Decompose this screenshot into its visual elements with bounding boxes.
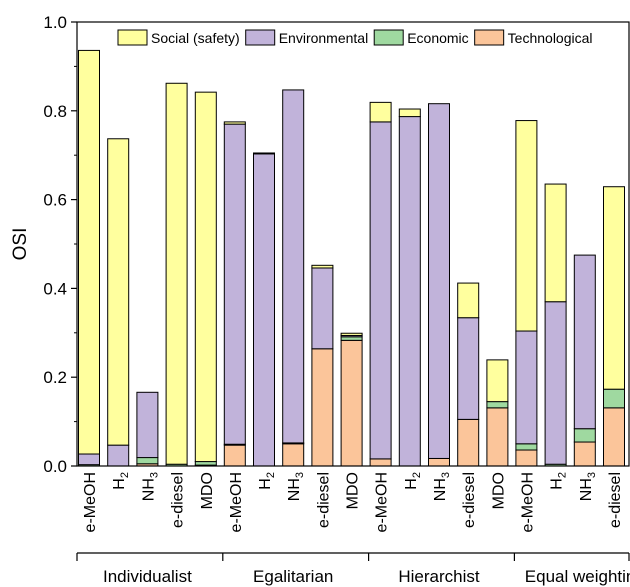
x-tick-label: e-diesel <box>170 472 187 528</box>
legend: Social (safety) Environmental Economic Tech… <box>117 29 593 46</box>
bar-segment-technological <box>223 444 246 467</box>
plot-frame <box>76 21 630 467</box>
legend-label-environmental: Environmental <box>279 30 369 46</box>
bar-segment-technological <box>515 449 538 467</box>
bar-segment-social-safety- <box>603 186 625 390</box>
legend-swatch-environmental <box>245 29 276 46</box>
x-tick-label: H2 <box>111 472 131 490</box>
x-tick-label: e-MeOH <box>374 472 391 532</box>
y-tick-label: 0.2 <box>43 368 67 387</box>
bar-segment-social-safety- <box>340 332 363 336</box>
bar-segment-technological <box>486 407 509 467</box>
bar-segment-technological <box>573 441 596 467</box>
x-tick-label: NH3 <box>286 472 306 501</box>
bar-segment-environmental <box>369 121 392 460</box>
bar-segment-social-safety- <box>194 91 217 463</box>
bar-segment-technological <box>282 443 305 467</box>
bar-segment-social-safety- <box>486 359 509 403</box>
y-tick-label: 0.4 <box>43 279 67 298</box>
y-tick-label: 0.8 <box>43 102 67 121</box>
bar-segment-environmental <box>223 123 246 445</box>
x-tick-label: NH3 <box>140 472 160 501</box>
bar-segment-social-safety- <box>544 183 567 303</box>
bar-segment-economic <box>573 428 596 443</box>
bar-segment-social-safety- <box>398 108 421 118</box>
bar-segment-economic <box>340 336 363 341</box>
bar-segment-environmental <box>253 153 275 467</box>
bar-segment-economic <box>486 401 509 409</box>
bar-segment-social-safety- <box>107 138 130 446</box>
bar-segment-social-safety- <box>457 282 480 319</box>
x-tick-label: H2 <box>403 472 423 490</box>
bar-segment-economic <box>194 461 217 466</box>
bar-segment-technological <box>369 458 392 467</box>
bar-segment-technological <box>603 407 625 467</box>
y-axis-label: OSI <box>10 228 31 261</box>
bar-segment-social-safety- <box>223 121 246 125</box>
group-label: Hierarchist <box>398 567 480 586</box>
bar-segment-social-safety- <box>165 82 188 465</box>
x-tick-label: e-diesel <box>461 472 478 528</box>
legend-swatch-economic <box>373 29 404 46</box>
bar-segment-environmental <box>282 89 305 444</box>
legend-label-social-safety: Social (safety) <box>151 30 240 46</box>
bar-segment-environmental <box>136 391 159 459</box>
bars-layer <box>78 49 625 467</box>
legend-swatch-social-safety <box>117 29 148 46</box>
legend-label-technological: Technological <box>508 30 593 46</box>
x-tick-label: e-MeOH <box>228 472 245 532</box>
bar-segment-social-safety- <box>253 152 275 155</box>
bar-segment-social-safety- <box>311 264 334 269</box>
bar-segment-social-safety- <box>78 49 100 455</box>
x-tick-label: e-MeOH <box>519 472 536 532</box>
bar-segment-technological <box>340 339 363 467</box>
bar-segment-economic <box>603 388 625 409</box>
bar-segment-environmental <box>457 317 480 420</box>
bar-segment-environmental <box>398 116 421 467</box>
group-label: Egalitarian <box>253 567 333 586</box>
x-tick-label: H2 <box>549 472 569 490</box>
bar-segment-environmental <box>515 330 538 445</box>
bar-segment-environmental <box>78 453 100 466</box>
bar-segment-technological <box>457 418 480 467</box>
bar-segment-economic <box>136 457 159 465</box>
x-tick-label: NH3 <box>432 472 452 501</box>
x-tick-label: MDO <box>199 472 216 509</box>
bar-segment-environmental <box>107 444 130 467</box>
bar-segment-social-safety- <box>515 120 538 332</box>
y-tick-label: 0.0 <box>43 457 67 476</box>
x-tick-label: H2 <box>257 472 277 490</box>
y-tick-label: 0.6 <box>43 191 67 210</box>
x-tick-label: NH3 <box>578 472 598 501</box>
x-tick-label: e-diesel <box>315 472 332 528</box>
x-tick-label: MDO <box>490 472 507 509</box>
frame-layer <box>76 21 630 561</box>
y-tick-label: 1.0 <box>43 13 67 32</box>
bar-segment-technological <box>428 457 450 467</box>
labels-layer: e-MeOH H2 NH3 e-diesel MDO e-MeOH H2 NH3 e-diese… <box>82 472 630 586</box>
bar-segment-social-safety- <box>369 101 392 123</box>
group-label: Individualist <box>103 567 192 586</box>
legend-label-economic: Economic <box>407 30 468 46</box>
x-tick-label: e-MeOH <box>82 472 99 532</box>
axes-layer: 0.0 0.2 0.4 0.6 0.8 1.0 OSI <box>10 13 77 476</box>
bar-segment-environmental <box>573 254 596 430</box>
x-tick-label: e-diesel <box>607 472 624 528</box>
bar-segment-technological <box>311 348 334 467</box>
legend-swatch-technological <box>474 29 505 46</box>
x-tick-label: MDO <box>345 472 362 509</box>
bar-segment-environmental <box>428 103 450 459</box>
bar-segment-environmental <box>544 301 567 465</box>
bar-segment-economic <box>515 443 538 451</box>
bar-segment-environmental <box>311 267 334 350</box>
group-label: Equal weighting <box>525 567 630 586</box>
